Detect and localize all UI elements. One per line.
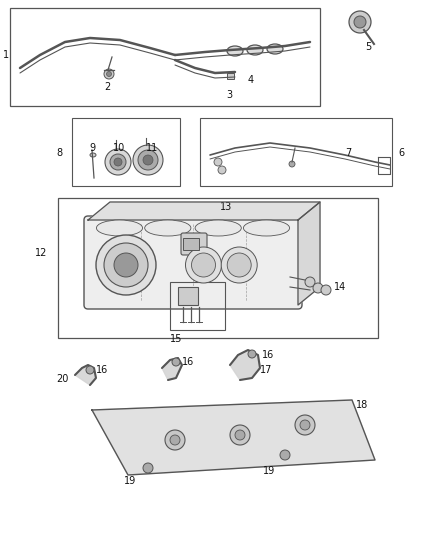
Circle shape [218,166,226,174]
Circle shape [110,154,126,170]
Bar [72,118,180,186]
Circle shape [221,247,257,283]
FancyBboxPatch shape [84,216,302,309]
Ellipse shape [244,220,290,236]
Text: 16: 16 [262,350,274,360]
Text: 9: 9 [89,143,95,153]
Text: 18: 18 [356,400,368,410]
Text: 1: 1 [3,50,9,60]
Circle shape [104,243,148,287]
Circle shape [354,16,366,28]
Circle shape [86,366,94,374]
FancyBboxPatch shape [181,233,207,255]
Ellipse shape [145,220,191,236]
Bar [227,73,234,79]
Text: 19: 19 [124,476,136,486]
Text: 8: 8 [56,148,62,158]
Polygon shape [92,400,375,475]
Polygon shape [88,202,320,220]
Circle shape [230,425,250,445]
Bar [183,238,198,250]
Bar [58,198,378,338]
Circle shape [214,158,222,166]
Circle shape [300,420,310,430]
Circle shape [295,415,315,435]
Polygon shape [162,358,182,380]
Circle shape [349,11,371,33]
Circle shape [280,450,290,460]
Circle shape [138,150,158,170]
Text: 6: 6 [398,148,404,158]
Bar [10,8,320,106]
Text: 16: 16 [96,365,108,375]
Polygon shape [230,350,260,380]
Circle shape [105,149,131,175]
Text: 15: 15 [170,334,182,344]
Text: 2: 2 [104,82,110,92]
Circle shape [96,235,156,295]
Circle shape [106,71,112,77]
Ellipse shape [267,44,283,54]
Circle shape [227,253,251,277]
Text: 4: 4 [248,75,254,85]
Text: 20: 20 [56,374,68,384]
Text: 19: 19 [263,466,275,476]
Text: 14: 14 [334,282,346,292]
Text: 12: 12 [35,248,47,258]
Bar [200,118,392,186]
Ellipse shape [195,220,241,236]
Circle shape [133,145,163,175]
Polygon shape [298,202,320,305]
Text: 13: 13 [220,202,232,212]
Text: 5: 5 [365,42,371,52]
Circle shape [114,158,122,166]
Text: 10: 10 [113,143,125,153]
Circle shape [313,283,323,293]
Text: 7: 7 [345,148,351,158]
Circle shape [114,253,138,277]
Circle shape [172,358,180,366]
Ellipse shape [227,46,243,56]
Text: 17: 17 [260,365,272,375]
Ellipse shape [90,153,96,157]
Circle shape [143,155,153,165]
Circle shape [143,463,153,473]
Circle shape [186,247,222,283]
Circle shape [191,253,215,277]
Circle shape [305,277,315,287]
Circle shape [235,430,245,440]
Circle shape [165,430,185,450]
Text: 3: 3 [226,90,232,100]
Bar [178,287,198,305]
Bar [170,282,225,330]
Circle shape [104,69,114,79]
Ellipse shape [96,220,143,236]
Circle shape [248,350,256,358]
Polygon shape [75,365,96,385]
Text: 16: 16 [182,357,194,367]
Text: 11: 11 [146,143,158,153]
Circle shape [321,285,331,295]
Circle shape [289,161,295,167]
Ellipse shape [247,45,263,55]
Circle shape [170,435,180,445]
